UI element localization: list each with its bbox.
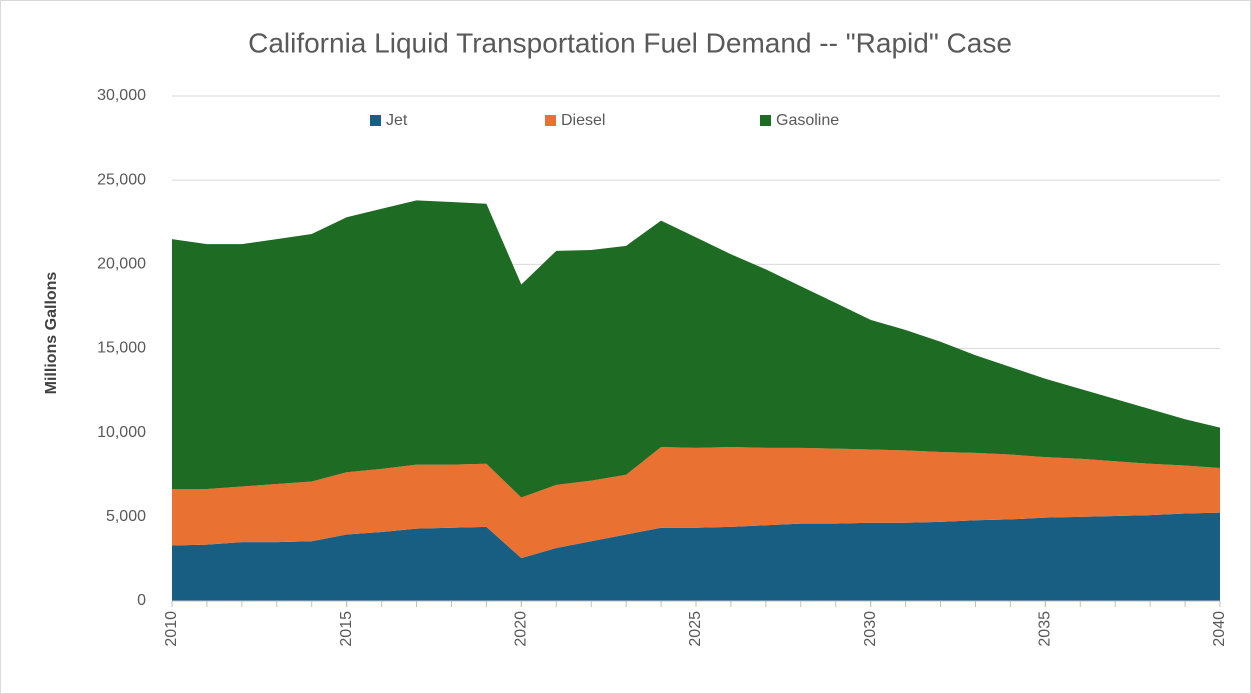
y-tick-label: 10,000 (97, 424, 146, 441)
y-tick-label: 25,000 (97, 171, 146, 188)
legend-label: Jet (386, 112, 408, 129)
area (172, 446, 1220, 559)
legend-label: Diesel (561, 112, 605, 129)
x-tick-label: 2040 (1211, 611, 1228, 647)
chart-title: California Liquid Transportation Fuel De… (248, 27, 1012, 58)
y-tick-label: 0 (137, 592, 146, 609)
x-tick-label: 2010 (163, 611, 180, 647)
x-tick-label: 2015 (338, 611, 355, 647)
y-tick-label: 20,000 (97, 256, 146, 273)
y-axis-label: Millions Gallons (43, 272, 60, 395)
x-tick-label: 2020 (513, 611, 530, 647)
area (172, 512, 1220, 601)
legend-label: Gasoline (776, 112, 839, 129)
x-tick-label: 2025 (687, 611, 704, 647)
legend-swatch (370, 115, 381, 126)
x-tick-label: 2030 (862, 611, 879, 647)
legend-swatch (760, 115, 771, 126)
y-tick-label: 30,000 (97, 87, 146, 104)
x-tick-label: 2035 (1037, 611, 1054, 647)
legend-swatch (545, 115, 556, 126)
area (172, 200, 1220, 498)
y-tick-label: 5,000 (106, 508, 146, 525)
y-tick-label: 15,000 (97, 340, 146, 357)
